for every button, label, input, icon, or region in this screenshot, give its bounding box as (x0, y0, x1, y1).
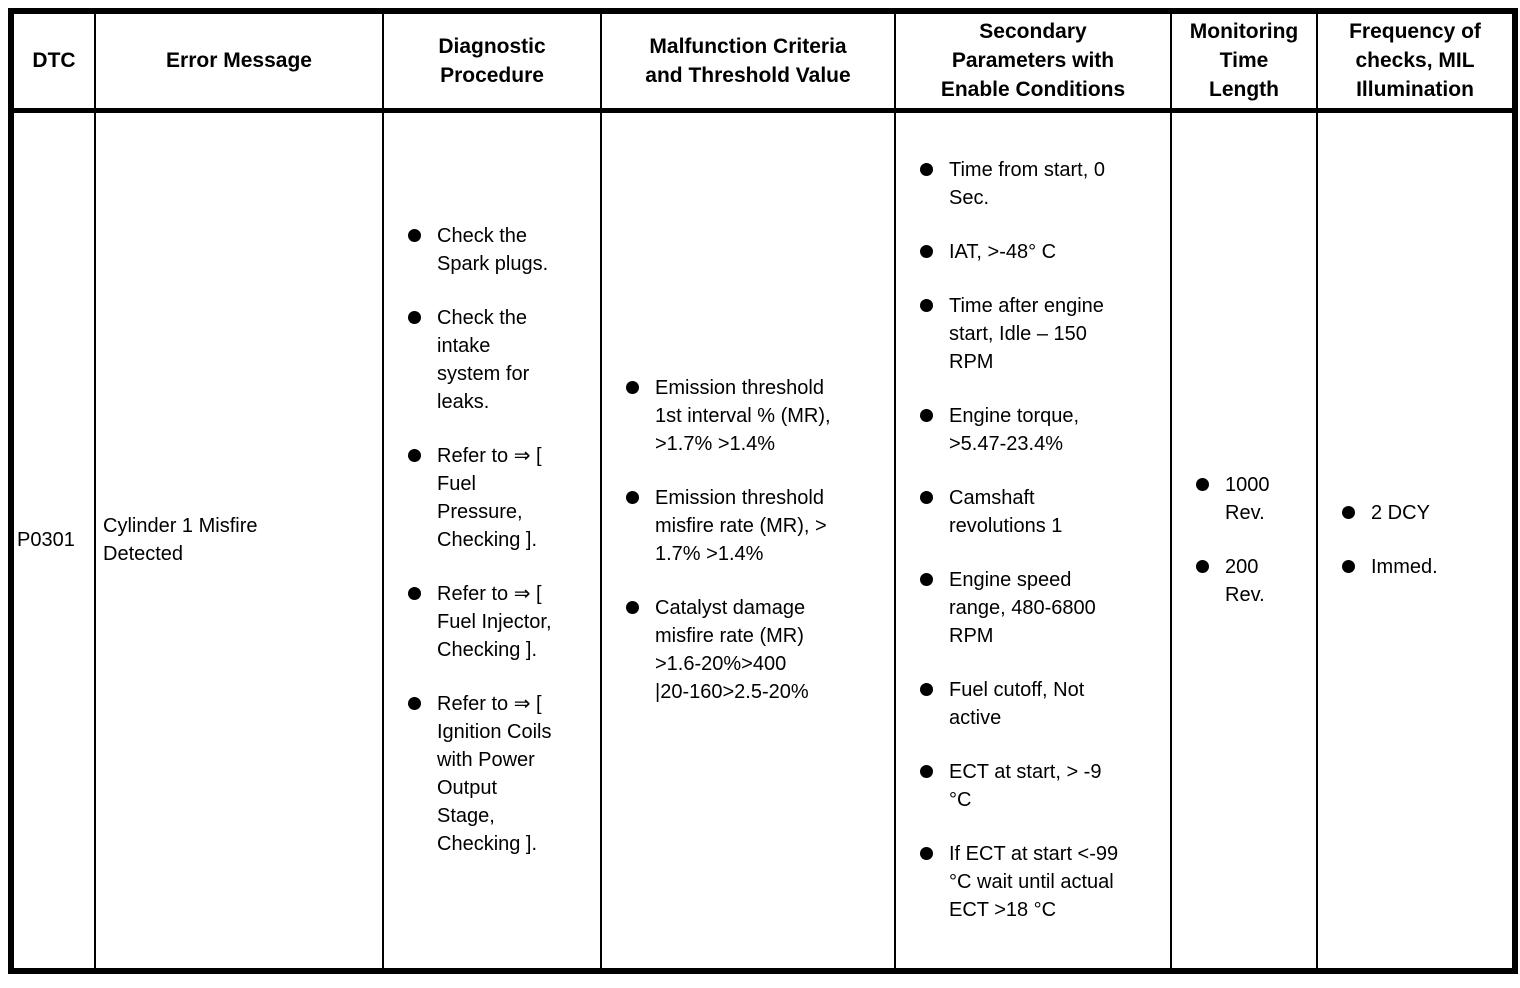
list-item: Time from start, 0 Sec. (920, 156, 1166, 212)
bullet-icon (408, 587, 421, 601)
bullet-icon (626, 491, 639, 505)
list-item-text: 1000 Rev. (1225, 474, 1270, 525)
bullet-icon (626, 601, 639, 615)
list-item-text: 200 Rev. (1225, 556, 1265, 607)
header-row: DTC Error Message Diagnostic Procedure M… (10, 10, 1516, 113)
list-item-text: Immed. (1371, 556, 1438, 579)
list-item-text: IAT, >-48° C (949, 241, 1057, 264)
cell-diagnostic-procedure: Check the Spark plugs. Check the intake … (382, 109, 602, 972)
list-item-text: Time after engine start, Idle – 150 RPM (949, 295, 1104, 374)
list-item: Catalyst damage misfire rate (MR) >1.6-2… (626, 594, 890, 706)
list-item: Camshaft revolutions 1 (920, 484, 1166, 540)
bullet-icon (920, 491, 933, 505)
bullet-icon (920, 163, 933, 177)
list-item-text: Check the Spark plugs. (437, 225, 549, 276)
list-item-text: Fuel cutoff, Not active (949, 679, 1085, 730)
bullet-icon (920, 299, 933, 313)
list-item-text: 2 DCY (1371, 502, 1430, 525)
list-item-text: ECT at start, > -9 °C (949, 761, 1102, 812)
bullet-icon (920, 847, 933, 861)
list-item: Engine speed range, 480-6800 RPM (920, 566, 1166, 650)
header-secondary-parameters: Secondary Parameters with Enable Conditi… (894, 10, 1172, 113)
cell-dtc-code: P0301 (10, 109, 96, 972)
list-item-text: Time from start, 0 Sec. (949, 159, 1105, 210)
bullet-icon (920, 409, 933, 423)
list-item: Refer to ⇒ [ Fuel Injector, Checking ]. (408, 580, 596, 664)
bullet-icon (408, 449, 421, 463)
header-malfunction-criteria: Malfunction Criteria and Threshold Value (600, 10, 896, 113)
header-error-message: Error Message (94, 10, 384, 113)
list-item: IAT, >-48° C (920, 238, 1166, 266)
list-item-text: Emission threshold misfire rate (MR), > … (655, 487, 827, 566)
malfunction-criteria-list: Emission threshold 1st interval % (MR), … (602, 374, 894, 706)
monitoring-time-list: 1000 Rev. 200 Rev. (1172, 471, 1316, 609)
list-item: 200 Rev. (1196, 553, 1312, 609)
bullet-icon (920, 765, 933, 779)
list-item: Refer to ⇒ [ Ignition Coils with Power O… (408, 690, 596, 858)
list-item: 2 DCY (1342, 499, 1508, 527)
bullet-icon (1342, 506, 1355, 520)
bullet-icon (408, 697, 421, 711)
list-item: ECT at start, > -9 °C (920, 758, 1166, 814)
header-diagnostic-procedure: Diagnostic Procedure (382, 10, 602, 113)
list-item-text: Engine speed range, 480-6800 RPM (949, 569, 1096, 648)
list-item-text: Refer to ⇒ [ Fuel Injector, Checking ]. (437, 583, 552, 662)
bullet-icon (1196, 478, 1209, 492)
cell-malfunction-criteria: Emission threshold 1st interval % (MR), … (600, 109, 896, 972)
dtc-table: DTC Error Message Diagnostic Procedure M… (8, 8, 1518, 974)
list-item: Immed. (1342, 553, 1508, 581)
list-item: 1000 Rev. (1196, 471, 1312, 527)
list-item-text: Emission threshold 1st interval % (MR), … (655, 377, 831, 456)
header-frequency: Frequency of checks, MIL Illumination (1316, 10, 1516, 113)
list-item-text: Refer to ⇒ [ Ignition Coils with Power O… (437, 693, 552, 856)
list-item: Time after engine start, Idle – 150 RPM (920, 292, 1166, 376)
list-item: Engine torque, >5.47-23.4% (920, 402, 1166, 458)
bullet-icon (626, 381, 639, 395)
list-item: Emission threshold 1st interval % (MR), … (626, 374, 890, 458)
diagnostic-procedure-list: Check the Spark plugs. Check the intake … (384, 222, 600, 858)
list-item-text: Refer to ⇒ [ Fuel Pressure, Checking ]. (437, 445, 542, 552)
bullet-icon (408, 229, 421, 243)
list-item: Fuel cutoff, Not active (920, 676, 1166, 732)
list-item: Refer to ⇒ [ Fuel Pressure, Checking ]. (408, 442, 596, 554)
bullet-icon (1196, 560, 1209, 574)
bullet-icon (920, 245, 933, 259)
list-item: Check the intake system for leaks. (408, 304, 596, 416)
list-item-text: Engine torque, >5.47-23.4% (949, 405, 1080, 456)
cell-error-message: Cylinder 1 Misfire Detected (94, 109, 384, 972)
cell-frequency: 2 DCY Immed. (1316, 109, 1516, 972)
list-item-text: If ECT at start <-99 °C wait until actua… (949, 843, 1119, 922)
cell-monitoring-time: 1000 Rev. 200 Rev. (1170, 109, 1318, 972)
bullet-icon (920, 683, 933, 697)
bullet-icon (920, 573, 933, 587)
list-item-text: Camshaft revolutions 1 (949, 487, 1063, 538)
list-item: Check the Spark plugs. (408, 222, 596, 278)
table-row: P0301 Cylinder 1 Misfire Detected Check … (10, 109, 1516, 972)
frequency-list: 2 DCY Immed. (1318, 499, 1512, 581)
list-item-text: Catalyst damage misfire rate (MR) >1.6-2… (655, 597, 809, 704)
header-monitoring-time: Monitoring Time Length (1170, 10, 1318, 113)
bullet-icon (1342, 560, 1355, 574)
list-item-text: Check the intake system for leaks. (437, 307, 530, 414)
list-item: If ECT at start <-99 °C wait until actua… (920, 840, 1166, 924)
cell-secondary-parameters: Time from start, 0 Sec. IAT, >-48° C Tim… (894, 109, 1172, 972)
secondary-parameters-list: Time from start, 0 Sec. IAT, >-48° C Tim… (896, 156, 1170, 924)
list-item: Emission threshold misfire rate (MR), > … (626, 484, 890, 568)
header-dtc: DTC (10, 10, 96, 113)
bullet-icon (408, 311, 421, 325)
